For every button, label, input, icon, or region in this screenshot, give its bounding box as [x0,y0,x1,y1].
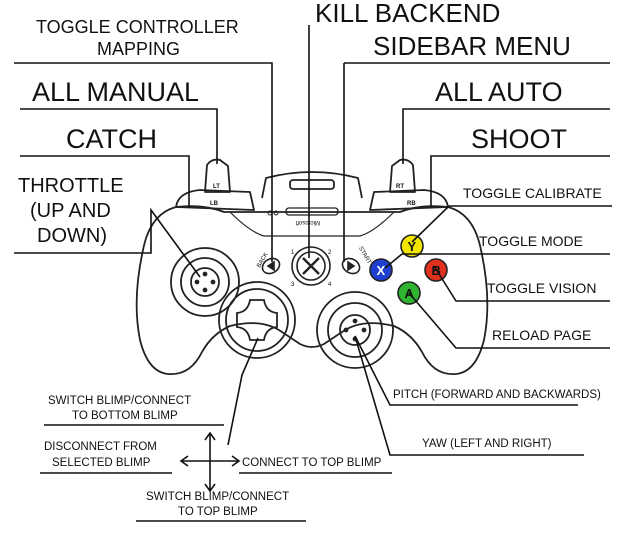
line-pitch [354,335,578,406]
label-throttle-1: THROTTLE [18,175,124,197]
top-housing [261,171,363,199]
label-dpad-up-1: SWITCH BLIMP/CONNECT [48,395,191,407]
lb-mark: LB [210,201,219,207]
rb-mark: RB [407,201,416,207]
line-throttle [14,207,201,278]
controller-outline [135,205,489,375]
left-trigger-shape [204,158,231,193]
label-toggle-vision: TOGGLE VISION [487,280,596,296]
label-catch: CATCH [66,124,157,154]
back-button[interactable] [260,255,283,276]
left-stick[interactable] [170,247,240,317]
label-dpad-left-1: DISCONNECT FROM [44,441,157,453]
x-button-letter: X [377,263,386,278]
label-toggle-calibrate: TOGGLE CALIBRATE [463,185,602,201]
line-all-auto [402,108,610,164]
rt-mark: RT [396,184,404,190]
label-shoot: SHOOT [471,124,567,154]
y-button[interactable] [400,234,424,258]
line-toggle-mode [384,253,610,269]
line-catch [20,155,190,207]
label-sidebar-menu: SIDEBAR MENU [373,31,571,61]
label-throttle-2: (UP AND [30,200,111,222]
d-pad[interactable] [218,281,296,359]
label-yaw: YAW (LEFT AND RIGHT) [422,438,552,450]
label-all-manual: ALL MANUAL [32,77,199,107]
line-all-manual [20,108,218,164]
face-contour [229,211,395,237]
label-dpad-right: CONNECT TO TOP BLIMP [242,457,382,469]
label-dpad-down-2: TO TOP BLIMP [178,506,258,518]
start-button[interactable] [340,255,363,276]
quadrant-2: 2 [328,250,332,256]
right-stick[interactable] [316,291,394,369]
label-dpad-up-2: TO BOTTOM BLIMP [72,410,178,422]
label-reload-page: RELOAD PAGE [492,327,591,343]
quadrant-1: 1 [291,250,295,256]
line-toggle-vision [433,265,610,302]
controller-body [135,158,489,375]
line-reload-page [408,292,610,349]
cross-arrows-icon [179,431,241,493]
label-dpad-down-1: SWITCH BLIMP/CONNECT [146,491,289,503]
brand-mark: Microsoft [295,219,320,225]
label-toggle-mode: TOGGLE MODE [479,233,583,249]
top-slot [289,179,335,190]
line-yaw [354,335,584,456]
line-shoot [430,155,610,207]
line-sidebar-menu [343,62,610,262]
quadrant-4: 4 [328,282,332,288]
connector-slot [285,207,339,216]
label-toggle-controller-mapping-1: TOGGLE CONTROLLER [36,17,239,37]
label-kill-backend: KILL BACKEND [315,0,500,28]
quadrant-3: 3 [291,282,295,288]
label-all-auto: ALL AUTO [435,77,563,107]
callout-lines [14,25,612,522]
line-toggle-controller-mapping [14,62,273,262]
label-throttle-3: DOWN) [37,225,107,247]
line-toggle-calibrate [411,205,612,243]
x-button[interactable] [369,258,393,282]
label-pitch: PITCH (FORWARD AND BACKWARDS) [393,389,601,401]
right-trigger-shape [389,158,416,193]
y-button-letter: Y [408,239,417,254]
lt-mark: LT [213,184,220,190]
guide-button[interactable] [291,246,331,286]
label-toggle-controller-mapping-2: MAPPING [97,39,180,59]
start-mark: START [357,246,372,266]
label-dpad-left-2: SELECTED BLIMP [52,457,151,469]
line-dpad [227,337,259,446]
